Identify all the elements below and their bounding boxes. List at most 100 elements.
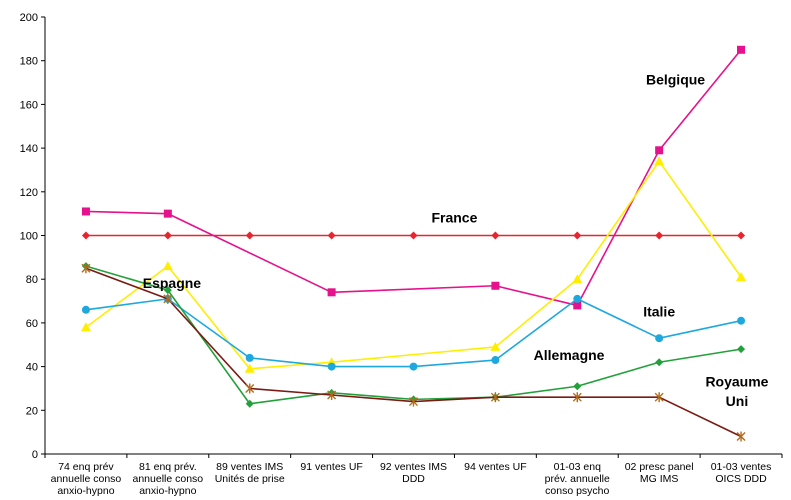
series-belgique — [81, 45, 746, 310]
x-category-label-line: prév. annuelle — [545, 473, 610, 485]
x-category-label-line: 02 presc panel — [625, 461, 694, 473]
x-category-label-line: 94 ventes UF — [464, 461, 526, 473]
data-point-circle — [245, 353, 254, 362]
data-point-star — [572, 392, 582, 403]
y-tick-label: 160 — [20, 99, 38, 111]
data-point-triangle — [244, 363, 255, 373]
y-tick-label: 120 — [20, 187, 38, 199]
x-category-label: 02 presc panel MG IMS — [625, 461, 694, 485]
y-tick-label: 200 — [20, 12, 38, 24]
data-point-diamond — [163, 286, 172, 295]
x-category-label-line: MG IMS — [640, 473, 679, 485]
data-point-diamond — [245, 399, 254, 408]
data-point-diamond — [409, 231, 418, 240]
data-point-triangle — [80, 322, 91, 332]
data-point-diamond — [163, 231, 172, 240]
data-point-star — [327, 390, 337, 401]
data-point-diamond — [245, 231, 254, 240]
x-category-label-line: Unités de prise — [215, 473, 285, 485]
data-point-circle — [737, 316, 746, 325]
data-point-diamond — [327, 231, 336, 240]
data-point-star — [490, 392, 500, 403]
x-category-label: 92 ventes IMS DDD — [380, 461, 447, 485]
x-category-label-line: 81 enq prév. — [139, 461, 197, 473]
series-label: France — [431, 209, 477, 225]
data-point-triangle — [162, 261, 173, 271]
series-label: Allemagne — [534, 347, 605, 363]
y-tick-label: 140 — [20, 143, 38, 155]
series-italie — [81, 294, 746, 371]
y-tick-label: 180 — [20, 56, 38, 68]
data-point-square — [327, 288, 336, 297]
data-point-triangle — [654, 156, 665, 166]
series-label: Uni — [726, 393, 749, 409]
data-point-square — [81, 207, 90, 216]
data-point-star — [163, 293, 173, 304]
x-category-label-line: conso psycho — [545, 485, 609, 497]
data-point-square — [655, 146, 664, 155]
data-point-square — [573, 301, 582, 310]
data-point-square — [491, 281, 500, 290]
data-point-circle — [81, 305, 90, 314]
data-point-square — [737, 45, 746, 54]
x-category-label: 01-03 ventes OICS DDD — [711, 461, 772, 485]
y-tick-label: 60 — [26, 318, 38, 330]
x-category-label-line: 92 ventes IMS — [380, 461, 447, 473]
x-category-label: 74 enq prév annuelle conso anxio-hypno — [51, 461, 122, 497]
x-category-label: 89 ventes IMS Unités de prise — [215, 461, 285, 485]
x-category-label-line: OICS DDD — [715, 473, 767, 485]
x-category-label-line: 01-03 ventes — [711, 461, 772, 473]
data-point-diamond — [573, 382, 582, 391]
series-line — [85, 267, 742, 438]
x-category-label-line: 01-03 enq — [554, 461, 601, 473]
x-category-label: 81 enq prév. annuelle conso anxio-hypno — [133, 461, 204, 497]
series-label: Belgique — [646, 72, 705, 88]
series-labels: France Belgique Espagne Italie Allemagne Roya… — [143, 72, 769, 409]
x-category-label-line: 91 ventes UF — [300, 461, 362, 473]
x-category-label: 91 ventes UF — [300, 461, 362, 473]
data-point-circle — [655, 334, 664, 343]
data-point-diamond — [655, 231, 664, 240]
data-point-circle — [573, 294, 582, 303]
series-france — [81, 231, 746, 240]
y-tick-label: 80 — [26, 274, 38, 286]
data-point-triangle — [572, 274, 583, 284]
series-layer — [80, 45, 747, 442]
series-label: Royaume — [705, 373, 768, 389]
data-point-star — [245, 383, 255, 394]
x-category-label-line: anxio-hypno — [57, 485, 114, 497]
x-category-label-line: 74 enq prév — [58, 461, 114, 473]
data-point-triangle — [490, 341, 501, 351]
y-tick-label: 100 — [20, 231, 38, 243]
x-category-label-line: DDD — [402, 473, 425, 485]
data-point-star — [81, 263, 91, 274]
series-line — [85, 160, 742, 370]
x-category-label-line: anxio-hypno — [139, 485, 196, 497]
y-tick-label: 40 — [26, 362, 38, 374]
series-espagne — [80, 156, 747, 373]
data-point-diamond — [491, 231, 500, 240]
series-line — [85, 49, 742, 307]
data-point-triangle — [736, 272, 747, 282]
data-point-circle — [327, 362, 336, 371]
x-category-label: 01-03 enq prév. annuelle conso psycho — [545, 461, 610, 497]
data-point-diamond — [573, 231, 582, 240]
x-category-label-line: annuelle conso — [51, 473, 122, 485]
series-label: Espagne — [143, 275, 202, 291]
x-category-label: 94 ventes UF — [464, 461, 526, 473]
data-point-diamond — [737, 231, 746, 240]
y-tick-label: 20 — [26, 405, 38, 417]
x-category-label-line: annuelle conso — [133, 473, 204, 485]
data-point-circle — [409, 362, 418, 371]
series-royaume-uni — [81, 263, 746, 442]
x-category-label-line: 89 ventes IMS — [216, 461, 283, 473]
y-tick-label: 0 — [32, 449, 38, 461]
data-point-diamond — [81, 231, 90, 240]
y-axis: 0 20 40 60 80 100 120 140 160 180 200 — [20, 12, 46, 461]
data-point-star — [409, 396, 418, 407]
data-point-diamond — [737, 345, 746, 354]
data-point-diamond — [655, 358, 664, 367]
data-point-star — [654, 392, 664, 403]
